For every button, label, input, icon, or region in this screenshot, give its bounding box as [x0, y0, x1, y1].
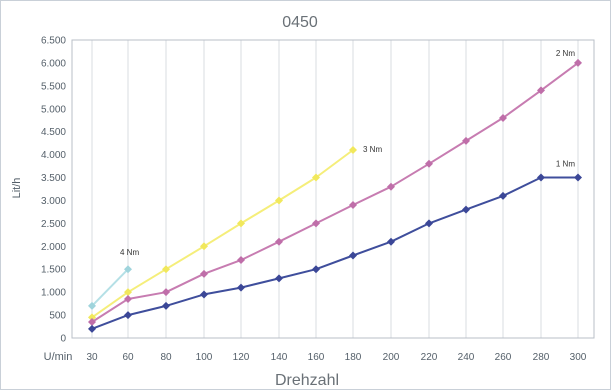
x-tick-label: 30 [86, 352, 98, 363]
data-point [275, 274, 283, 283]
data-point [237, 256, 245, 265]
x-tick-label: 220 [421, 352, 438, 363]
y-tick-label: 4.000 [41, 150, 66, 161]
data-point [462, 136, 470, 145]
y-tick-label: 2.500 [41, 219, 66, 230]
data-point [499, 113, 507, 122]
x-tick-label: 300 [570, 352, 587, 363]
data-point [162, 301, 170, 310]
plot-area-border [71, 39, 595, 339]
y-tick-label: 6.000 [41, 58, 66, 69]
x-tick-label: 260 [495, 352, 512, 363]
x-axis-unit-label: U/min [44, 351, 73, 363]
data-point [312, 219, 320, 228]
data-point [387, 182, 395, 191]
data-point [124, 311, 132, 320]
data-point [88, 313, 96, 322]
axes: 0 500 1.000 1.500 2.000 2.500 3.000 3.500 4.000 4… [41, 36, 595, 363]
x-tick-label: 280 [533, 352, 550, 363]
x-tick-label: 140 [271, 352, 288, 363]
data-point [88, 324, 96, 333]
data-point [499, 191, 507, 200]
data-point [237, 283, 245, 292]
data-point [425, 219, 433, 228]
data-point [349, 146, 357, 155]
y-tick-label: 3.500 [41, 173, 66, 184]
data-point [200, 269, 208, 278]
y-tick-label: 4.500 [41, 127, 66, 138]
series-label: 4 Nm [120, 248, 139, 257]
y-tick-label: 1.000 [41, 288, 66, 299]
data-point [574, 58, 582, 67]
data-point [237, 219, 245, 228]
y-tick-label: 1.500 [41, 265, 66, 276]
data-point [124, 295, 132, 304]
data-series [88, 58, 582, 333]
y-tick-label: 5.000 [41, 104, 66, 115]
series-label: 2 Nm [556, 49, 575, 58]
data-point [574, 173, 582, 182]
y-axis-title: Lit/h [11, 178, 23, 199]
data-point [200, 242, 208, 251]
y-tick-label: 6.500 [41, 36, 66, 47]
y-tick-label: 5.500 [41, 81, 66, 92]
data-point [124, 265, 132, 274]
labels: 4 Nm 3 Nm 2 Nm 1 Nm [120, 49, 575, 257]
x-tick-label: 60 [122, 352, 134, 363]
data-point [349, 201, 357, 210]
y-tick-label: 3.000 [41, 196, 66, 207]
data-point [349, 251, 357, 260]
x-tick-label: 240 [458, 352, 475, 363]
x-tick-label: 120 [233, 352, 250, 363]
x-tick-label: 100 [196, 352, 213, 363]
y-tick-label: 2.000 [41, 242, 66, 253]
data-point [200, 290, 208, 299]
x-tick-label: 80 [160, 352, 172, 363]
data-point [462, 205, 470, 214]
data-point [312, 173, 320, 182]
x-axis-title: Drehzahl [275, 372, 339, 389]
series-line [91, 62, 579, 323]
x-tick-label: 160 [308, 352, 325, 363]
series-label: 3 Nm [363, 145, 382, 154]
y-tick-label: 0 [60, 334, 66, 345]
data-point [162, 288, 170, 297]
data-point [537, 173, 545, 182]
data-point [88, 317, 96, 326]
series-line [91, 149, 354, 319]
data-point [162, 265, 170, 274]
chart-title: 0450 [282, 14, 318, 31]
data-point [275, 237, 283, 246]
data-point [124, 288, 132, 297]
data-point [312, 265, 320, 274]
data-point [387, 237, 395, 246]
x-tick-label: 180 [345, 352, 362, 363]
x-tick-label: 200 [383, 352, 400, 363]
data-point [537, 86, 545, 95]
series-line [91, 268, 129, 307]
data-point [88, 301, 96, 310]
y-tick-label: 500 [49, 311, 66, 322]
data-point [425, 159, 433, 168]
series-label: 1 Nm [556, 160, 575, 169]
series-line [91, 176, 578, 330]
data-point [275, 196, 283, 205]
